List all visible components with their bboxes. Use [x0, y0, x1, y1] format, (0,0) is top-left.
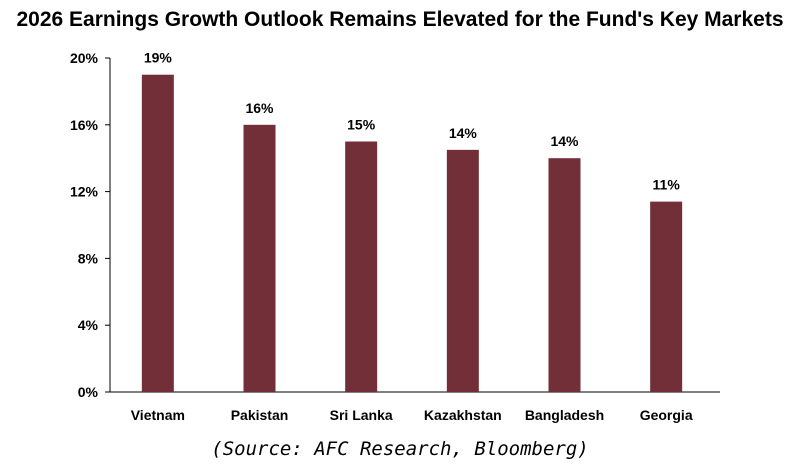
data-label: 15%	[347, 117, 376, 133]
data-label: 16%	[245, 100, 274, 116]
data-label: 19%	[144, 50, 173, 66]
data-label: 14%	[550, 133, 579, 149]
x-category-label: Georgia	[640, 407, 693, 423]
x-category-label: Bangladesh	[525, 407, 604, 423]
x-category-label: Sri Lanka	[330, 407, 393, 423]
x-category-label: Pakistan	[231, 407, 289, 423]
source-note: (Source: AFC Research, Bloomberg)	[211, 438, 589, 460]
y-tick-label: 8%	[78, 250, 99, 266]
x-category-label: Kazakhstan	[424, 407, 502, 423]
bar	[141, 74, 174, 392]
data-label: 14%	[449, 125, 478, 141]
y-tick-label: 12%	[70, 184, 99, 200]
bar	[345, 141, 378, 392]
x-category-label: Vietnam	[131, 407, 185, 423]
bar	[243, 124, 276, 393]
bar	[446, 149, 479, 392]
bar	[650, 201, 683, 392]
y-tick-label: 4%	[78, 317, 99, 333]
y-tick-label: 0%	[78, 384, 99, 400]
y-tick-label: 20%	[70, 50, 99, 66]
bar	[548, 158, 581, 392]
y-tick-label: 16%	[70, 117, 99, 133]
data-label: 11%	[653, 177, 681, 193]
chart-title: 2026 Earnings Growth Outlook Remains Ele…	[16, 8, 784, 31]
